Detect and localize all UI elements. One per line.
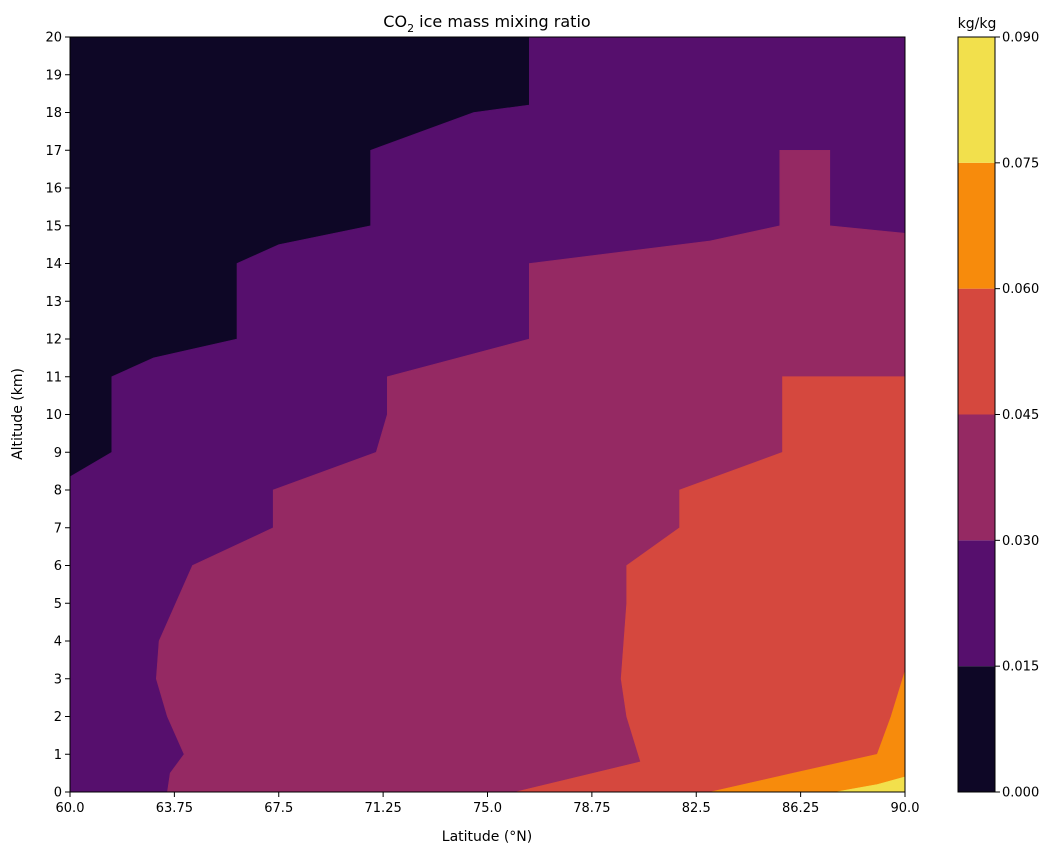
y-tick-label: 7 (54, 521, 62, 536)
x-tick-label: 78.75 (573, 801, 610, 816)
y-tick-label: 8 (54, 484, 62, 499)
colorbar-tick-label: 0.015 (1002, 660, 1039, 675)
colorbar-swatch (958, 414, 995, 541)
colorbar-swatch (958, 288, 995, 415)
y-tick-label: 1 (54, 748, 62, 763)
x-tick-label: 67.5 (264, 801, 293, 816)
y-tick-label: 6 (54, 559, 62, 574)
colorbar-tick-label: 0.060 (1002, 282, 1039, 297)
title-subscript: 2 (407, 22, 414, 35)
y-tick-label: 4 (54, 635, 62, 650)
colorbar-tick-label: 0.045 (1002, 408, 1039, 423)
x-axis-label: Latitude (°N) (442, 829, 532, 845)
x-tick-label: 86.25 (782, 801, 819, 816)
y-tick-label: 5 (54, 597, 62, 612)
colorbar-swatch (958, 162, 995, 289)
y-tick-label: 2 (54, 710, 62, 725)
colorbar-swatch (958, 540, 995, 667)
y-tick-label: 11 (45, 370, 62, 385)
colorbar-label: kg/kg (958, 16, 997, 32)
y-tick-label: 18 (45, 106, 62, 121)
colorbar-tick-label: 0.000 (1002, 786, 1039, 801)
y-tick-label: 20 (45, 31, 62, 46)
y-tick-label: 16 (45, 182, 62, 197)
x-tick-label: 63.75 (156, 801, 193, 816)
colorbar-tick-label: 0.030 (1002, 534, 1039, 549)
colorbar: 0.000 0.015 0.030 0.045 0.060 0.075 0.090 (957, 31, 1039, 801)
y-tick-label: 17 (45, 144, 62, 159)
plot-area (69, 36, 906, 793)
y-tick-label: 19 (45, 68, 62, 83)
contour-band-3 (515, 376, 906, 793)
colorbar-swatch (958, 666, 995, 792)
x-axis: 60.0 63.75 67.5 71.25 75.0 78.75 82.5 86.25 90.0 (56, 792, 920, 816)
x-tick-label: 82.5 (682, 801, 711, 816)
y-tick-label: 0 (54, 786, 62, 801)
x-tick-label: 71.25 (365, 801, 402, 816)
y-tick-label: 10 (45, 408, 62, 423)
chart-title: CO2 ice mass mixing ratio (383, 12, 590, 35)
colorbar-swatch (958, 37, 995, 163)
x-tick-label: 75.0 (473, 801, 502, 816)
y-tick-label: 12 (45, 333, 62, 348)
x-tick-label: 90.0 (891, 801, 920, 816)
colorbar-tick-label: 0.090 (1002, 31, 1039, 46)
y-tick-label: 13 (45, 295, 62, 310)
y-tick-label: 3 (54, 672, 62, 687)
y-tick-label: 9 (54, 446, 62, 461)
y-axis-label: Altitude (km) (10, 368, 26, 460)
y-tick-label: 14 (45, 257, 62, 272)
y-tick-label: 15 (45, 219, 62, 234)
colorbar-tick-label: 0.075 (1002, 156, 1039, 171)
x-tick-label: 60.0 (56, 801, 85, 816)
